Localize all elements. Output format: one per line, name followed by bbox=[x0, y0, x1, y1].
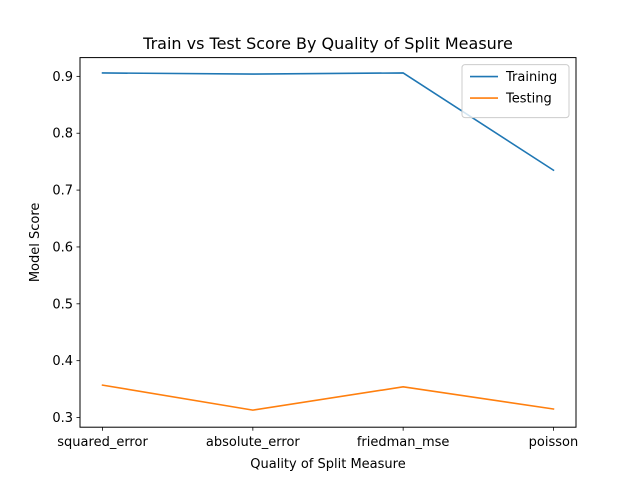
x-tick-label: poisson bbox=[529, 435, 579, 450]
x-tick-label: friedman_mse bbox=[357, 435, 450, 450]
y-tick-label: 0.6 bbox=[52, 240, 73, 255]
series-line-testing bbox=[101, 384, 555, 411]
x-axis-label: Quality of Split Measure bbox=[250, 457, 405, 472]
y-axis: 0.3 0.4 0.5 0.6 0.7 0.8 0.9 bbox=[52, 70, 80, 426]
chart-title: Train vs Test Score By Quality of Split … bbox=[142, 34, 513, 53]
y-tick-label: 0.8 bbox=[52, 127, 73, 142]
y-tick-label: 0.5 bbox=[52, 297, 73, 312]
y-tick-label: 0.7 bbox=[52, 184, 73, 199]
y-axis-label: Model Score bbox=[28, 203, 43, 283]
x-tick-label: squared_error bbox=[57, 435, 148, 450]
series-line-training bbox=[101, 72, 555, 172]
x-axis: squared_error absolute_error friedman_mse p… bbox=[57, 427, 578, 450]
y-tick-label: 0.4 bbox=[52, 354, 73, 369]
axes-frame bbox=[79, 57, 577, 428]
x-tick-label: absolute_error bbox=[206, 435, 301, 450]
legend: Training Testing bbox=[461, 64, 570, 119]
legend-label-training: Training bbox=[505, 70, 557, 85]
y-tick-label: 0.3 bbox=[52, 411, 73, 426]
legend-box bbox=[461, 64, 570, 119]
plot-area bbox=[101, 72, 555, 411]
legend-label-testing: Testing bbox=[505, 92, 552, 107]
y-tick-label: 0.9 bbox=[52, 70, 73, 85]
